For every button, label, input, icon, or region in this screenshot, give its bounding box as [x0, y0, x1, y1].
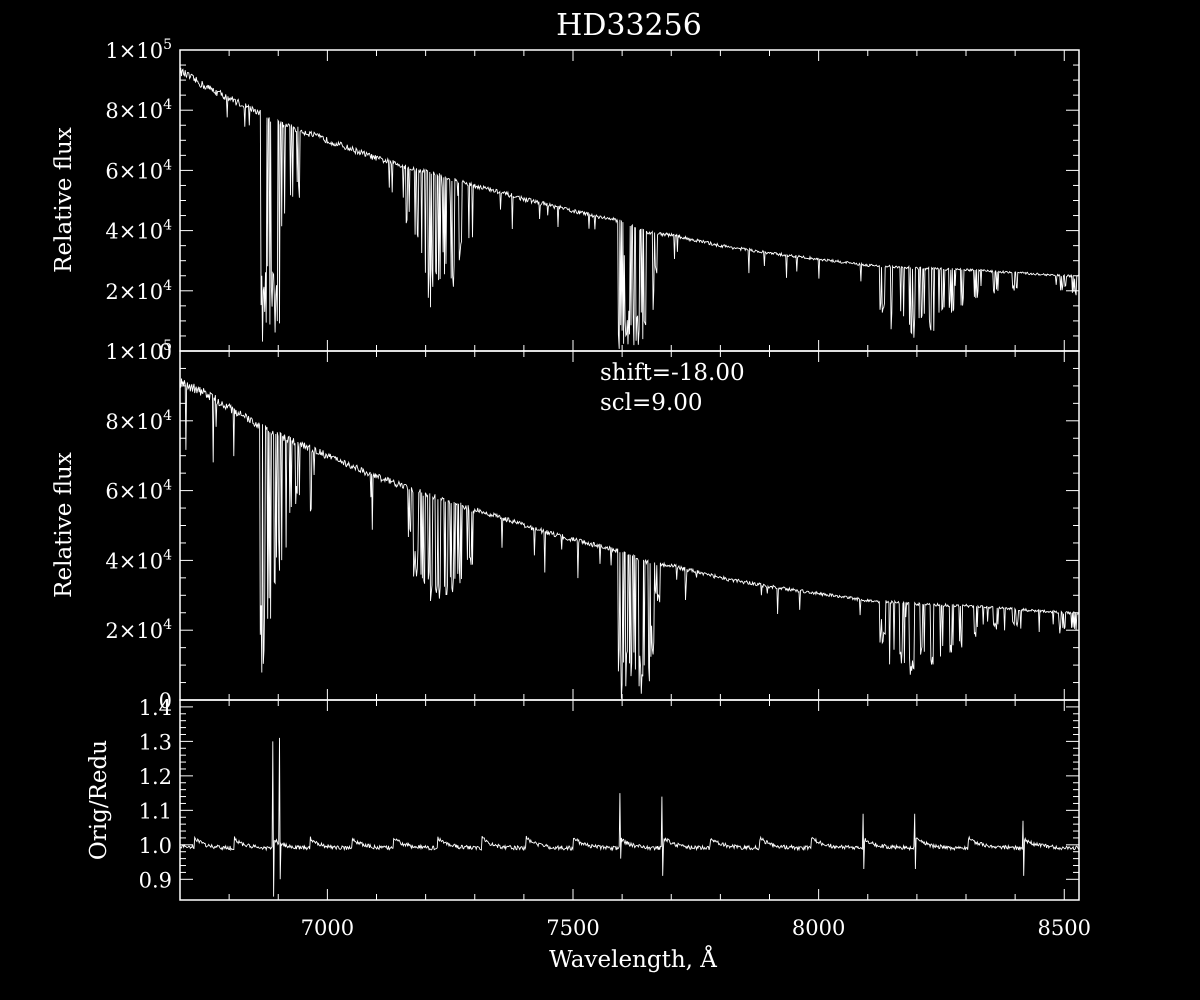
y-tick-label: 6×104 — [105, 157, 172, 183]
middle-flux-panel: Relative flux shift=-18.00 scl=9.00 0 2×1… — [51, 338, 1080, 713]
y-tick-label: 1.1 — [139, 799, 172, 823]
shift-annotation: shift=-18.00 — [600, 360, 745, 386]
y-tick-exponent: 4 — [163, 547, 172, 563]
y-tick-label: 8×104 — [105, 408, 172, 434]
y-tick-label: 0.9 — [139, 868, 172, 892]
y-tick-label: 1×105 — [105, 37, 172, 63]
y-tick-label: 4×104 — [105, 218, 172, 244]
y-tick-exponent: 5 — [163, 37, 172, 53]
y-tick-label: 6×104 — [105, 478, 172, 504]
y-tick-exponent: 4 — [163, 278, 172, 294]
y-tick-exponent: 4 — [163, 218, 172, 234]
y-tick-label: 1×105 — [105, 338, 172, 364]
y-tick-exponent: 4 — [163, 408, 172, 424]
y-tick-label: 8×104 — [105, 97, 172, 123]
top-flux-panel: Relative flux 0 2×104 4×104 6×104 8×104 1×105 — [51, 37, 1080, 364]
y-tick-label: 1.3 — [139, 730, 172, 754]
top-panel-ylabel: Relative flux — [51, 127, 77, 273]
scale-annotation: scl=9.00 — [600, 390, 703, 416]
y-tick-label: 1.0 — [139, 834, 172, 858]
y-tick-exponent: 4 — [163, 617, 172, 633]
y-tick-label: 2×104 — [105, 278, 172, 304]
y-tick-exponent: 4 — [163, 97, 172, 113]
spectrum-series-line — [179, 737, 1080, 897]
y-tick-label: 1.2 — [139, 765, 172, 789]
ratio-panel: Orig/Redu Wavelength, Å 0.9 1.0 1.1 1.2 1.3 1… — [86, 696, 1091, 973]
y-tick-label: 0 — [159, 340, 172, 364]
y-tick-exponent: 4 — [163, 478, 172, 494]
chart-title: HD33256 — [556, 8, 702, 43]
x-tick-label: 7000 — [301, 916, 354, 940]
x-tick-label: 8500 — [1038, 916, 1091, 940]
x-tick-label: 8000 — [792, 916, 845, 940]
y-tick-label: 2×104 — [105, 617, 172, 643]
y-tick-label: 4×104 — [105, 547, 172, 573]
y-tick-label: 0 — [159, 689, 172, 713]
y-tick-exponent: 4 — [163, 157, 172, 173]
middle-panel-ylabel: Relative flux — [51, 452, 77, 598]
ratio-panel-ylabel: Orig/Redu — [86, 740, 112, 860]
y-tick-label: 1.4 — [139, 696, 172, 720]
y-tick-exponent: 5 — [163, 338, 172, 354]
x-tick-label: 7500 — [546, 916, 599, 940]
panel-frame — [179, 699, 1080, 901]
x-axis-label: Wavelength, Å — [549, 945, 717, 973]
spectrum-series-line — [179, 378, 1080, 699]
spectrum-series-line — [179, 67, 1080, 349]
